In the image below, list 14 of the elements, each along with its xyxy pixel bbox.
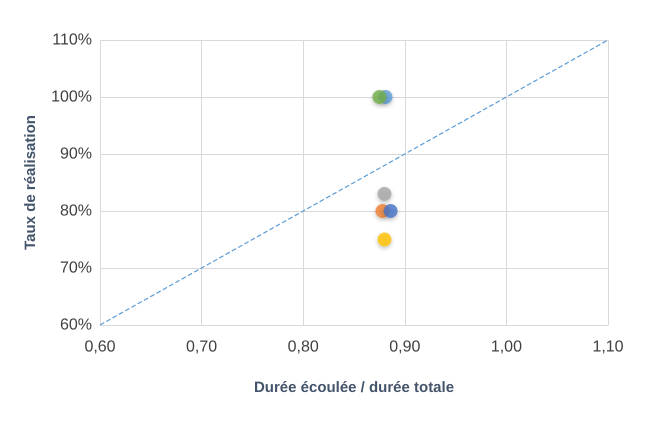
y-tick-label: 110% <box>52 32 92 48</box>
y-tick-label: 60% <box>60 316 92 334</box>
x-tick-label: 0,80 <box>288 338 319 356</box>
x-tick-label: 0,90 <box>389 338 420 356</box>
y-axis-title: Taux de réalisation <box>22 115 39 250</box>
y-tick-label: 80% <box>60 202 92 220</box>
x-axis-title: Durée écoulée / durée totale <box>254 379 454 396</box>
y-tick-label: 90% <box>60 146 92 162</box>
x-tick-label: 0,70 <box>186 338 218 356</box>
y-tick-label: 70% <box>60 260 92 276</box>
x-tick-label: 0,60 <box>84 338 116 356</box>
y-tick-label: 100% <box>51 88 92 106</box>
x-tick-label: 1,10 <box>592 338 624 356</box>
x-tick-label: 1,00 <box>490 338 522 356</box>
